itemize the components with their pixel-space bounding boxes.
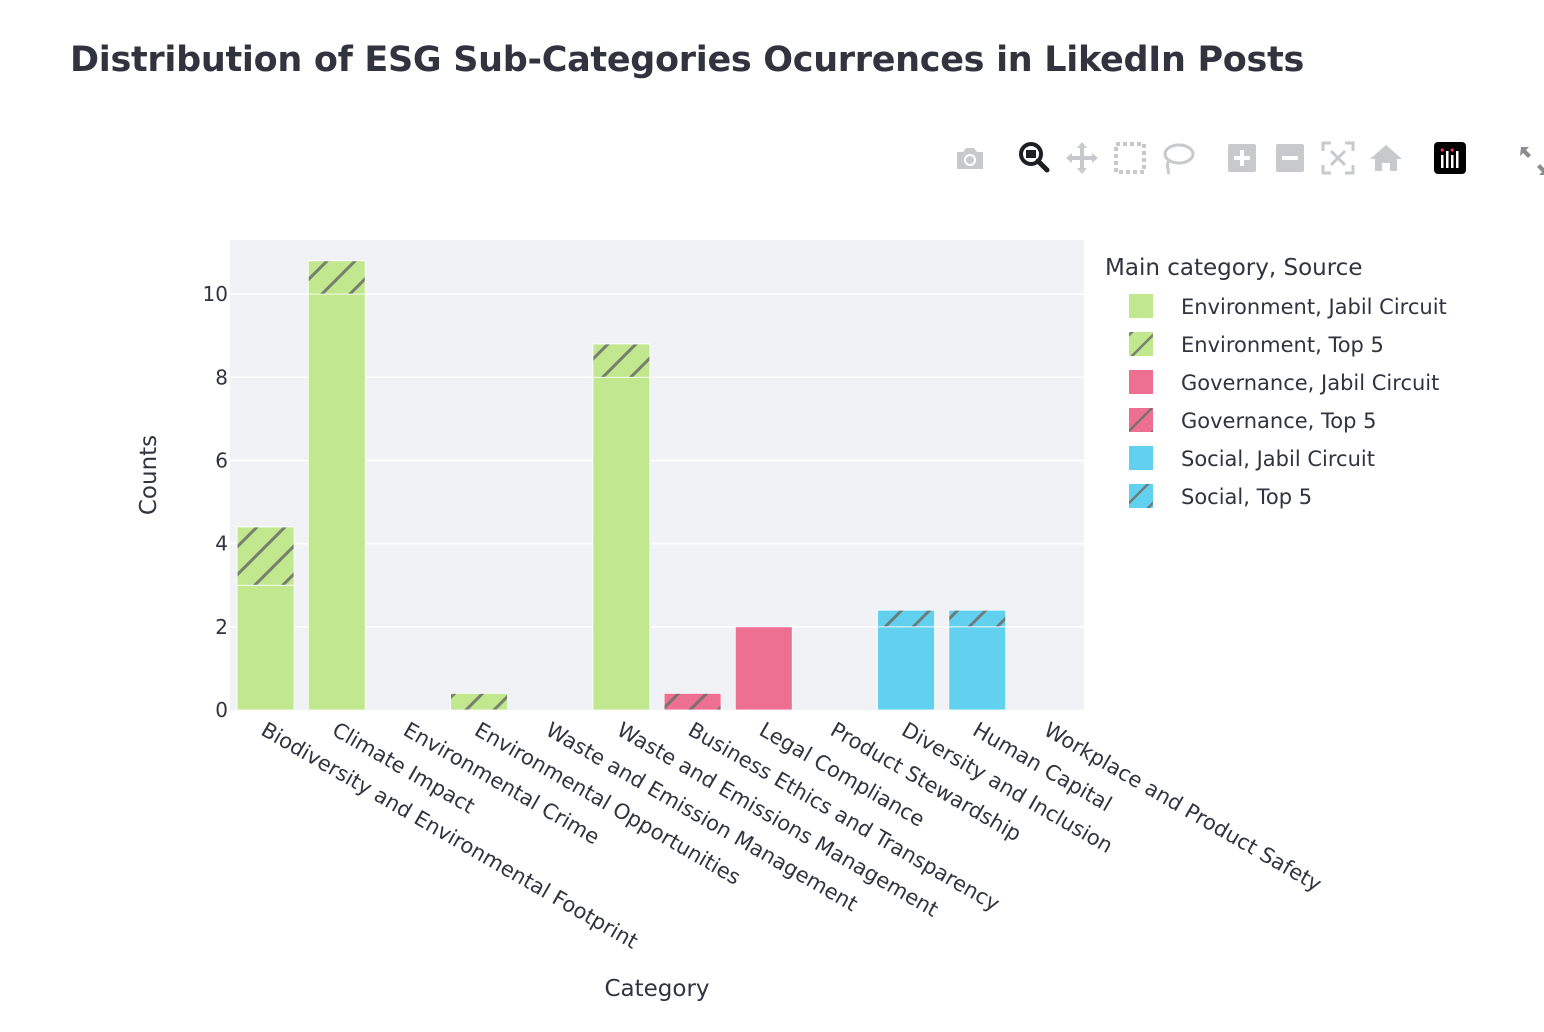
lasso-select-icon[interactable] bbox=[1158, 138, 1198, 178]
legend-item[interactable]: Social, Jabil Circuit bbox=[1129, 446, 1375, 471]
legend-item[interactable]: Environment, Jabil Circuit bbox=[1129, 294, 1447, 319]
legend-item[interactable]: Environment, Top 5 bbox=[1129, 332, 1384, 357]
legend-label: Governance, Jabil Circuit bbox=[1181, 371, 1439, 395]
y-axis-label: Counts bbox=[136, 435, 162, 515]
plot-area bbox=[230, 240, 1084, 710]
y-tick-label: 6 bbox=[215, 448, 228, 472]
bar-environment-top-5[interactable] bbox=[236, 526, 295, 586]
legend-label: Social, Top 5 bbox=[1181, 485, 1312, 509]
zoom-icon[interactable] bbox=[1014, 138, 1054, 178]
box-select-icon[interactable] bbox=[1110, 138, 1150, 178]
legend-swatch bbox=[1129, 484, 1153, 508]
y-tick-label: 10 bbox=[203, 282, 228, 306]
legend: Main category, Source Environment, Jabil … bbox=[1105, 255, 1447, 509]
bar-environment-top-5[interactable] bbox=[307, 260, 366, 295]
bar-social-jabil-circuit[interactable] bbox=[948, 626, 1007, 711]
zoom-out-icon[interactable] bbox=[1270, 138, 1310, 178]
bar-social-top-5[interactable] bbox=[948, 609, 1007, 628]
chart-title: Distribution of ESG Sub-Categories Ocurr… bbox=[70, 40, 1305, 80]
zoom-in-icon[interactable] bbox=[1222, 138, 1262, 178]
reset-axes-icon[interactable] bbox=[1366, 138, 1406, 178]
legend-item[interactable]: Governance, Top 5 bbox=[1129, 408, 1377, 433]
bar-social-jabil-circuit[interactable] bbox=[877, 626, 935, 711]
bar-social-top-5[interactable] bbox=[877, 609, 935, 628]
bar-governance-jabil-circuit[interactable] bbox=[734, 626, 793, 711]
legend-item[interactable]: Social, Top 5 bbox=[1129, 484, 1312, 509]
legend-swatch bbox=[1129, 294, 1153, 318]
legend-swatch bbox=[1129, 332, 1153, 356]
y-tick-label: 2 bbox=[215, 615, 228, 639]
x-tick-label: Workplace and Product Safety bbox=[1040, 718, 1326, 897]
legend-label: Environment, Top 5 bbox=[1181, 333, 1384, 357]
modebar bbox=[950, 138, 1544, 178]
legend-swatch bbox=[1129, 408, 1153, 432]
y-tick-label: 8 bbox=[215, 365, 228, 389]
y-tick-label: 4 bbox=[215, 532, 228, 556]
plotly-logo-icon[interactable] bbox=[1430, 138, 1470, 178]
fullscreen-icon[interactable] bbox=[1510, 138, 1544, 178]
y-tick-label: 0 bbox=[215, 698, 228, 722]
legend-item[interactable]: Governance, Jabil Circuit bbox=[1129, 370, 1439, 395]
bar-environment-jabil-circuit[interactable] bbox=[236, 584, 295, 711]
legend-title: Main category, Source bbox=[1105, 255, 1362, 281]
pan-icon[interactable] bbox=[1062, 138, 1102, 178]
bar-environment-jabil-circuit[interactable] bbox=[307, 293, 366, 711]
camera-icon[interactable] bbox=[950, 138, 990, 178]
bar-environment-top-5[interactable] bbox=[450, 692, 508, 711]
bar-environment-jabil-circuit[interactable] bbox=[592, 376, 651, 711]
legend-label: Governance, Top 5 bbox=[1181, 409, 1377, 433]
legend-swatch bbox=[1129, 446, 1153, 470]
bar-environment-top-5[interactable] bbox=[592, 343, 651, 378]
legend-swatch bbox=[1129, 370, 1153, 394]
legend-label: Social, Jabil Circuit bbox=[1181, 447, 1375, 471]
bar-governance-top-5[interactable] bbox=[663, 692, 722, 711]
x-axis-label: Category bbox=[604, 976, 709, 1002]
autoscale-icon[interactable] bbox=[1318, 138, 1358, 178]
legend-label: Environment, Jabil Circuit bbox=[1181, 295, 1447, 319]
